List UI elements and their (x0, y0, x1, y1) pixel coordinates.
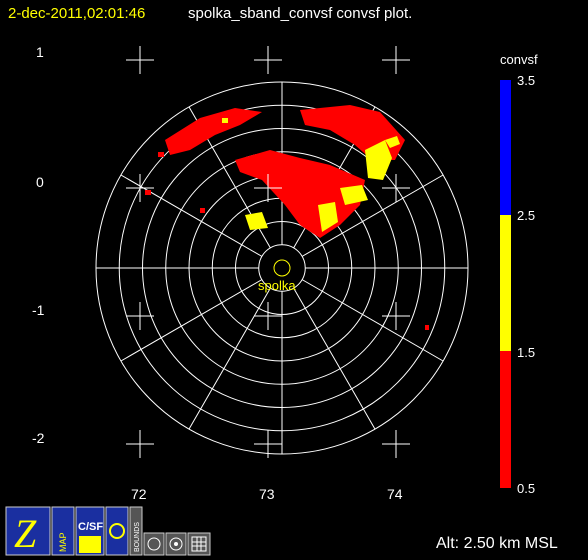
button-frame (187, 532, 211, 556)
echo (340, 185, 368, 205)
map-button[interactable]: MAP (51, 506, 75, 556)
gear-icon (109, 523, 125, 539)
center-button[interactable] (165, 532, 187, 556)
site-marker (273, 259, 291, 277)
x-label: 73 (259, 486, 275, 502)
button-frame (51, 506, 75, 556)
zoom-button[interactable]: Z (5, 506, 51, 556)
y-label: -2 (32, 430, 45, 446)
button-label: C/SF (78, 521, 103, 533)
grid-button[interactable] (187, 532, 211, 556)
icon (147, 537, 161, 551)
colorbar-tick: 0.5 (517, 481, 535, 496)
x-label: 72 (131, 486, 147, 502)
colorbar-tick: 1.5 (517, 345, 535, 360)
button-label: BOUNDS (134, 522, 141, 552)
icon (174, 542, 178, 546)
button-fill (79, 536, 101, 553)
colorbar-segment (500, 215, 511, 351)
colorbar-tick: 3.5 (517, 73, 535, 88)
icon (191, 536, 207, 552)
azimuth-line (120, 174, 263, 257)
button-label: MAP (58, 532, 68, 552)
azimuth-line (293, 287, 376, 430)
bounds-button[interactable]: BOUNDS (129, 506, 143, 556)
y-label: 0 (36, 174, 44, 190)
colorbar-segment (500, 80, 511, 215)
echo (318, 202, 338, 232)
azimuth-line (188, 287, 271, 430)
icon (169, 537, 183, 551)
colorbar-label: convsf (500, 52, 538, 67)
altitude: Alt: 2.50 km MSL (436, 535, 558, 552)
azimuth-line (301, 174, 444, 257)
site-label: spolka (258, 278, 296, 293)
button-frame (129, 506, 143, 556)
button-frame (143, 532, 165, 556)
azimuth-line (120, 279, 263, 362)
x-label: 74 (387, 486, 403, 502)
point-button[interactable] (143, 532, 165, 556)
button-frame (105, 506, 129, 556)
plot-title: spolka_sband_convsf convsf plot. (188, 5, 412, 22)
toolbar: Z MAP C/SF BOUNDS (5, 506, 211, 556)
echo (245, 212, 268, 230)
colorbar-tick: 2.5 (517, 208, 535, 223)
echo (365, 140, 392, 180)
azimuth-line (301, 279, 444, 362)
zoom-icon: Z (14, 511, 37, 556)
echoes-yellow (222, 118, 400, 232)
y-label: -1 (32, 302, 45, 318)
settings-button[interactable] (105, 506, 129, 556)
echo (165, 108, 262, 155)
csf-button[interactable]: C/SF (75, 506, 105, 556)
grid-crosses (126, 46, 410, 458)
button-frame (5, 506, 51, 556)
y-label: 1 (36, 44, 44, 60)
timestamp: 2-dec-2011,02:01:46 (8, 5, 145, 22)
colorbar-segment (500, 351, 511, 488)
